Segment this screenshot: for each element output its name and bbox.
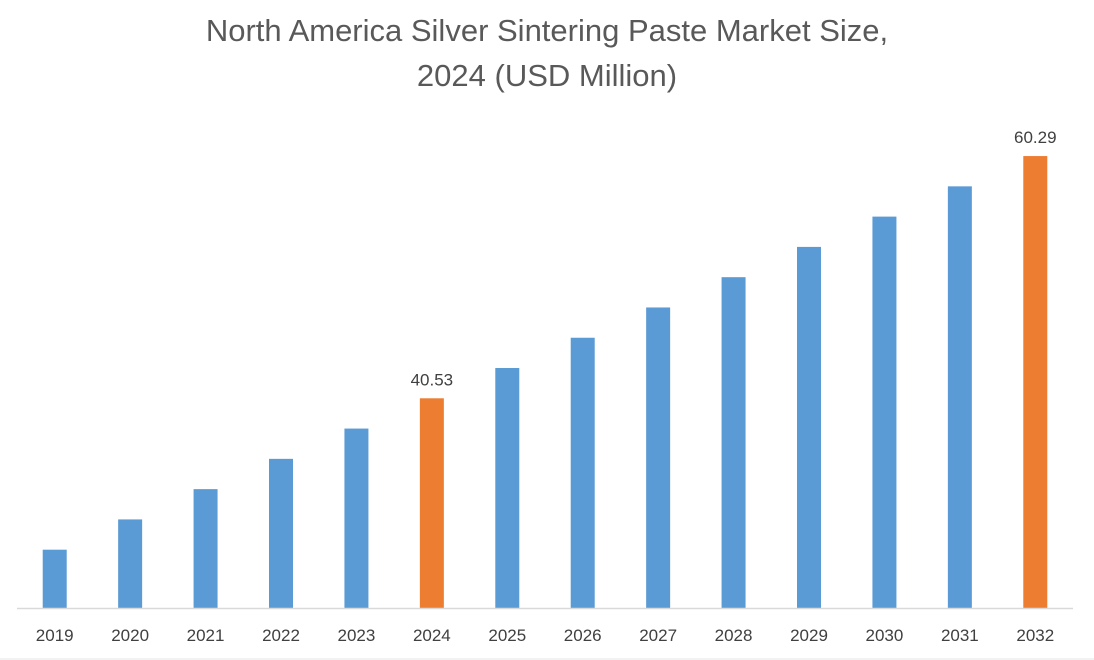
bar-2024 [419,398,444,608]
bar-2022 [269,458,293,608]
bar-2032 [1023,156,1048,608]
x-tick-label-2024: 2024 [413,626,451,645]
x-tick-label-2020: 2020 [111,626,149,645]
bar-2019 [42,549,67,608]
x-tick-label-2027: 2027 [639,626,677,645]
x-tick-label-2030: 2030 [866,626,904,645]
bar-2023 [344,428,369,608]
bar-2027 [646,307,671,608]
bar-2028 [721,277,746,608]
bar-2031 [947,186,972,608]
x-tick-label-2028: 2028 [715,626,753,645]
bar-2030 [872,216,897,608]
x-tick-label-2032: 2032 [1016,626,1054,645]
x-tick-label-2029: 2029 [790,626,828,645]
x-tick-label-2022: 2022 [262,626,300,645]
x-tick-label-2026: 2026 [564,626,602,645]
bar-2025 [495,368,520,608]
x-tick-label-2021: 2021 [187,626,225,645]
x-tick-label-2019: 2019 [36,626,74,645]
x-tick-label-2031: 2031 [941,626,979,645]
x-tick-label-2025: 2025 [488,626,526,645]
bar-2026 [570,337,595,608]
data-label-2024: 40.53 [411,370,454,389]
bar-2029 [797,246,821,608]
bar-2020 [118,519,143,608]
data-label-2032: 60.29 [1014,128,1057,147]
x-tick-label-2023: 2023 [338,626,376,645]
chart-title: North America Silver Sintering Paste Mar… [205,13,889,93]
bar-2021 [193,489,218,608]
